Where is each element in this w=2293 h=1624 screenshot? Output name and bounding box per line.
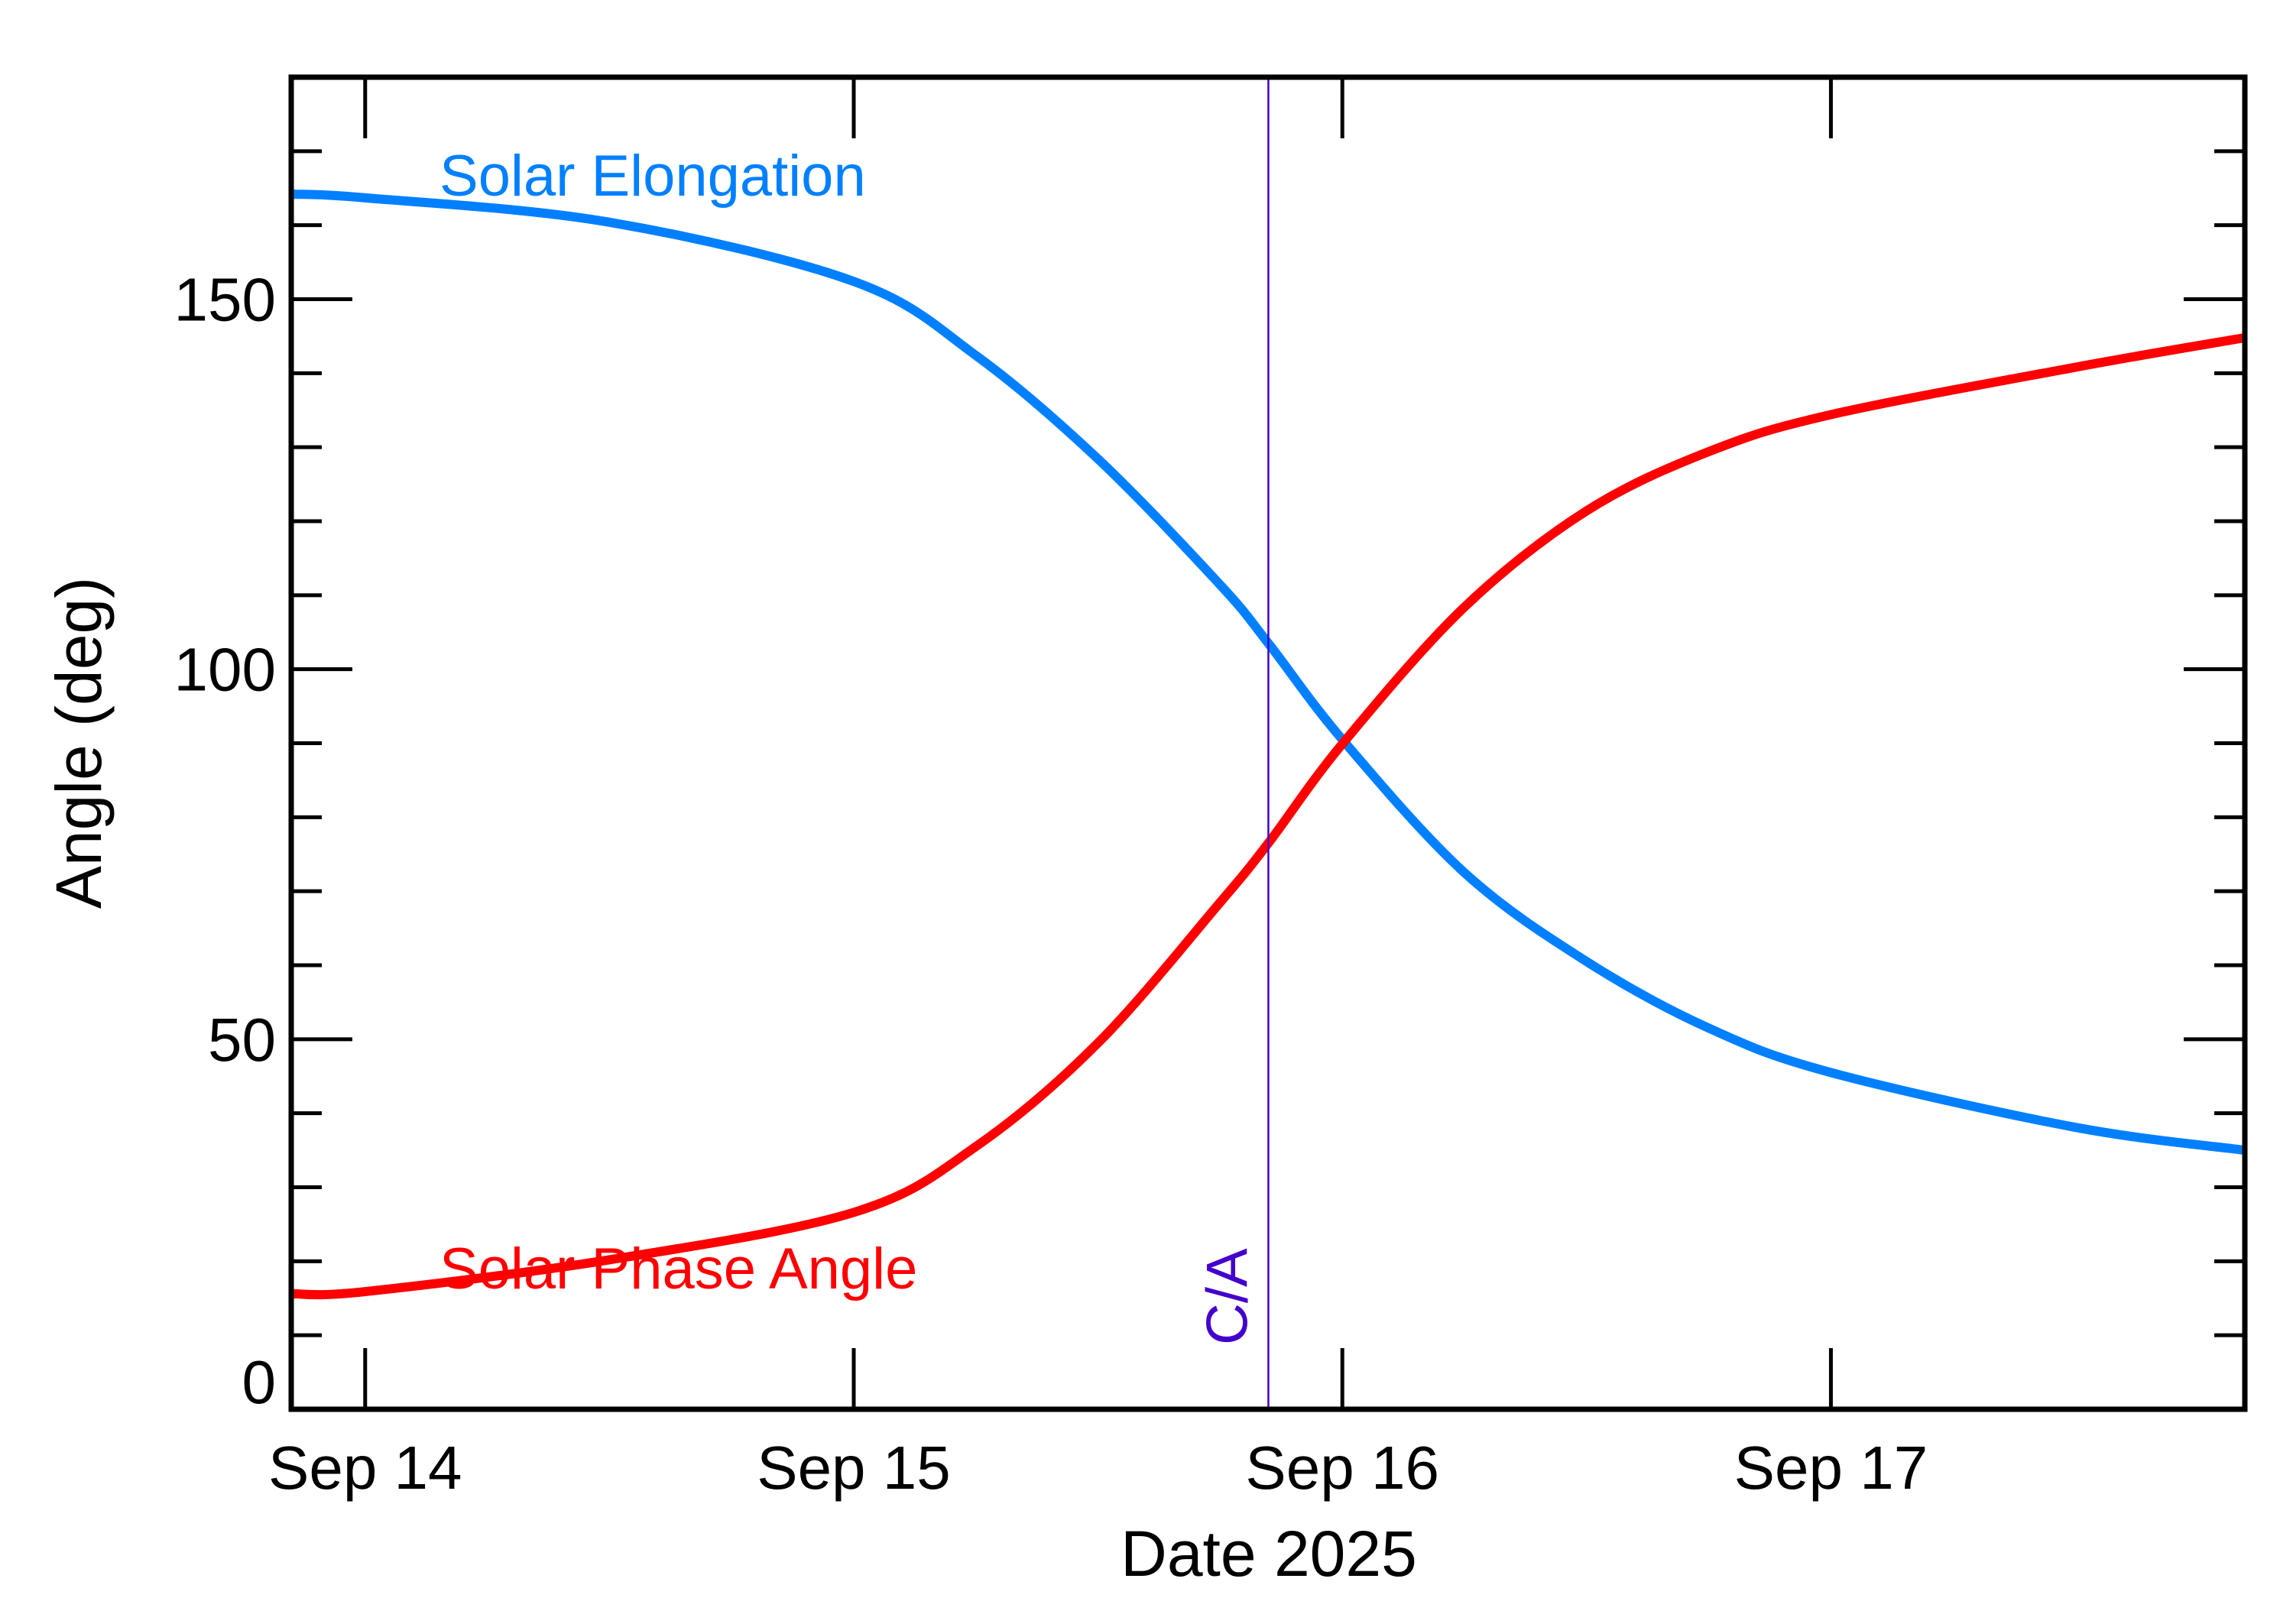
plot-frame <box>288 74 2248 1412</box>
x-tick-label: Sep 15 <box>757 1434 951 1502</box>
y-tick-label: 100 <box>174 636 276 704</box>
y-tick-label: 0 <box>242 1348 277 1416</box>
series-line-solar-elongation <box>290 190 2246 1156</box>
x-tick-label: Sep 16 <box>1245 1434 1439 1502</box>
y-axis-label: Angle (deg) <box>43 577 115 909</box>
x-axis-label: Date 2025 <box>1121 1518 1417 1590</box>
x-tick-label: Sep 17 <box>1734 1434 1928 1502</box>
series-label-solar-phase-angle: Solar Phase Angle <box>439 1237 917 1301</box>
series-line-solar-phase-angle <box>290 332 2246 1300</box>
closest-approach-label: C/A <box>1195 1248 1260 1345</box>
series-label-solar-elongation: Solar Elongation <box>439 144 866 209</box>
y-tick-label: 150 <box>174 266 276 334</box>
y-tick-label: 50 <box>208 1006 276 1074</box>
x-tick-label: Sep 14 <box>268 1434 462 1502</box>
